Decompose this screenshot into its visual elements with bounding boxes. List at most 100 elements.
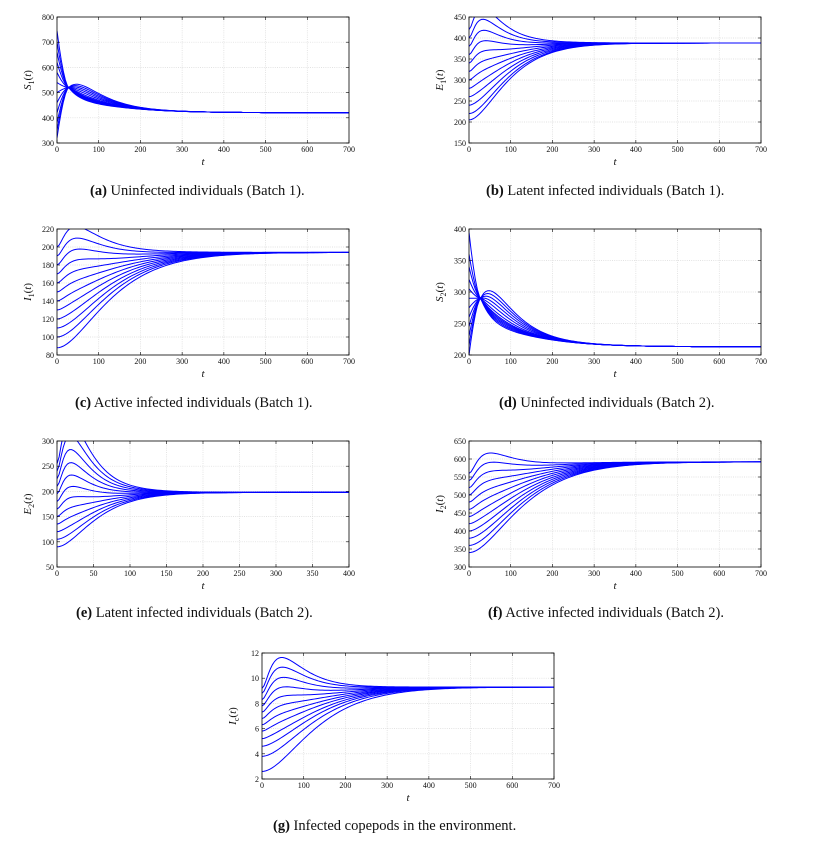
caption-a: (a) Uninfected individuals (Batch 1). [90, 183, 305, 199]
series-line-f-3 [469, 461, 761, 532]
chart-d: 0 100 200 300 400 500 600 700 200 250 300 350 400 t S2… [434, 225, 767, 380]
y-axis-label-g: Ic(t) [227, 707, 241, 726]
y-tick-label-d: 200 [454, 351, 466, 360]
panel-f: 0 100 200 300 400 500 600 700 300 350 400 450 500 550… [411, 424, 822, 634]
y-tick-label-c: 180 [42, 261, 54, 270]
x-tick-label-b: 200 [546, 145, 558, 154]
y-tick-label-g: 12 [251, 649, 259, 658]
x-tick-label-f: 300 [588, 569, 600, 578]
y-axis-label-f: I2(t) [434, 495, 448, 514]
y-tick-label-d: 400 [454, 225, 466, 234]
series-line-f-1 [469, 461, 761, 546]
x-axis-label-d: t [613, 368, 617, 380]
x-tick-label-g: 100 [298, 781, 310, 790]
panel-c: 0 100 200 300 400 500 600 700 80 100 120 140 160 180 2… [0, 212, 411, 422]
y-tick-label-f: 300 [454, 563, 466, 572]
series-line-c-2 [57, 251, 349, 329]
series-line-f-11 [469, 452, 761, 474]
x-tick-label-g: 500 [465, 781, 477, 790]
x-tick-label-d: 100 [505, 357, 517, 366]
plot-frame-f [468, 440, 762, 568]
chart-c: 0 100 200 300 400 500 600 700 80 100 120 140 160 180 2… [22, 225, 355, 380]
caption-f: (f) Active infected individuals (Batch 2… [488, 605, 724, 621]
series-line-a-11 [57, 30, 349, 114]
series-line-f-7 [469, 461, 761, 503]
plot-frame-a [56, 16, 350, 144]
x-axis-label-g: t [406, 792, 410, 804]
chart-b: 0 100 200 300 400 500 600 700 150 200 250 300 350 400… [434, 13, 767, 168]
series-line-d-10 [469, 254, 761, 348]
plot-frame-g [261, 652, 555, 780]
series-line-g-5 [262, 686, 554, 726]
chart-f: 0 100 200 300 400 500 600 700 300 350 400 450 500 550… [434, 437, 767, 592]
y-tick-label-d: 250 [454, 320, 466, 329]
series-line-c-5 [57, 251, 349, 302]
panel-b: 0 100 200 300 400 500 600 700 150 200 250 300 350 400… [411, 0, 822, 210]
x-tick-label-d: 200 [546, 357, 558, 366]
series-group-b [469, 17, 761, 121]
x-tick-label-b: 400 [630, 145, 642, 154]
y-tick-label-g: 6 [255, 725, 259, 734]
series-group-f [469, 452, 761, 554]
x-tick-label-c: 500 [260, 357, 272, 366]
x-tick-label-c: 700 [343, 357, 355, 366]
plot-frame-e [56, 440, 350, 568]
series-line-b-0 [469, 42, 761, 121]
caption-c: (c) Active infected individuals (Batch 1… [75, 395, 313, 411]
y-tick-label-a: 800 [42, 13, 54, 22]
x-tick-label-c: 200 [134, 357, 146, 366]
y-tick-label-e: 200 [42, 487, 54, 496]
x-tick-label-a: 600 [301, 145, 313, 154]
y-tick-label-e: 50 [46, 563, 54, 572]
x-tick-label-b: 100 [505, 145, 517, 154]
x-axis-label-e: t [201, 580, 205, 592]
x-tick-label-b: 600 [713, 145, 725, 154]
x-tick-label-e: 300 [270, 569, 282, 578]
y-tick-label-e: 150 [42, 513, 54, 522]
y-tick-label-b: 150 [454, 139, 466, 148]
x-tick-label-a: 700 [343, 145, 355, 154]
x-tick-label-e: 100 [124, 569, 136, 578]
series-line-d-7 [469, 288, 761, 348]
series-line-a-5 [57, 87, 349, 114]
x-tick-label-e: 400 [343, 569, 355, 578]
x-tick-label-g: 200 [339, 781, 351, 790]
y-tick-label-f: 650 [454, 437, 466, 446]
x-tick-label-a: 100 [93, 145, 105, 154]
x-tick-label-c: 600 [301, 357, 313, 366]
y-tick-label-f: 550 [454, 473, 466, 482]
y-axis-label-b: E1(t) [434, 69, 448, 91]
y-axis-label-d: S2(t) [434, 282, 448, 302]
x-tick-label-f: 100 [505, 569, 517, 578]
x-tick-label-d: 0 [467, 357, 471, 366]
series-line-d-9 [469, 266, 761, 348]
y-tick-label-f: 400 [454, 527, 466, 536]
x-tick-label-g: 400 [423, 781, 435, 790]
chart-g: 0 100 200 300 400 500 600 700 2 4 6 8 10 12 t Ic(t) [227, 649, 560, 804]
series-group-a [57, 30, 349, 139]
x-tick-label-e: 250 [234, 569, 246, 578]
caption-b: (b) Latent infected individuals (Batch 1… [486, 183, 725, 199]
x-tick-label-a: 500 [260, 145, 272, 154]
series-line-d-1 [469, 293, 761, 348]
y-tick-label-g: 10 [251, 674, 259, 683]
series-line-e-11 [57, 441, 349, 493]
chart-e: 0 50 100 150 200 250 300 350 4005010015020025030… [22, 437, 355, 592]
y-tick-label-c: 160 [42, 279, 54, 288]
x-tick-label-b: 0 [467, 145, 471, 154]
series-line-f-2 [469, 461, 761, 539]
series-line-c-11 [57, 229, 349, 253]
y-tick-label-c: 220 [42, 225, 54, 234]
x-tick-label-f: 600 [713, 569, 725, 578]
x-tick-label-f: 200 [546, 569, 558, 578]
series-line-a-8 [57, 62, 349, 114]
series-line-d-3 [469, 297, 761, 348]
x-tick-label-a: 200 [134, 145, 146, 154]
series-line-g-0 [262, 686, 554, 772]
x-tick-label-f: 700 [755, 569, 767, 578]
y-tick-label-b: 250 [454, 97, 466, 106]
x-axis-label-b: t [613, 156, 617, 168]
y-tick-label-b: 200 [454, 118, 466, 127]
caption-g: (g) Infected copepods in the environment… [273, 818, 517, 834]
x-tick-label-g: 0 [260, 781, 264, 790]
